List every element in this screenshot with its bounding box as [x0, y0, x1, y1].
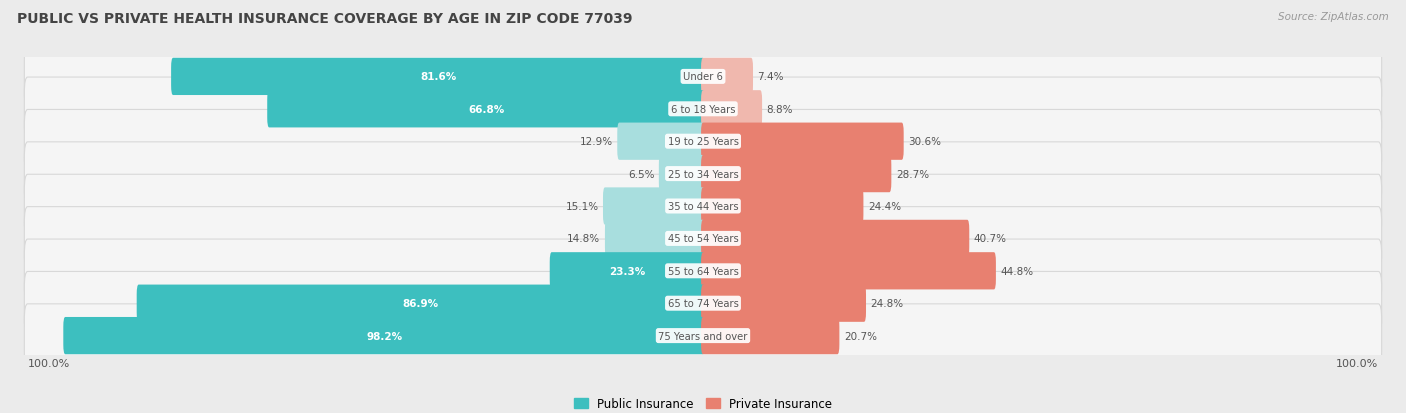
Text: PUBLIC VS PRIVATE HEALTH INSURANCE COVERAGE BY AGE IN ZIP CODE 77039: PUBLIC VS PRIVATE HEALTH INSURANCE COVER… — [17, 12, 633, 26]
FancyBboxPatch shape — [659, 156, 704, 193]
FancyBboxPatch shape — [24, 304, 1382, 368]
FancyBboxPatch shape — [24, 175, 1382, 238]
Text: 30.6%: 30.6% — [908, 137, 941, 147]
FancyBboxPatch shape — [24, 240, 1382, 303]
FancyBboxPatch shape — [24, 110, 1382, 173]
FancyBboxPatch shape — [172, 59, 704, 96]
Text: 19 to 25 Years: 19 to 25 Years — [668, 137, 738, 147]
FancyBboxPatch shape — [702, 91, 762, 128]
Text: 75 Years and over: 75 Years and over — [658, 331, 748, 341]
Text: 24.8%: 24.8% — [870, 299, 904, 309]
Bar — [551, 262, 703, 280]
Bar — [661, 165, 703, 183]
Text: 20.7%: 20.7% — [844, 331, 877, 341]
Text: 6.5%: 6.5% — [628, 169, 654, 179]
Text: 14.8%: 14.8% — [567, 234, 600, 244]
Text: 44.8%: 44.8% — [1001, 266, 1033, 276]
Text: 100.0%: 100.0% — [28, 358, 70, 368]
Text: 25 to 34 Years: 25 to 34 Years — [668, 169, 738, 179]
FancyBboxPatch shape — [702, 156, 891, 193]
Legend: Public Insurance, Private Insurance: Public Insurance, Private Insurance — [569, 392, 837, 413]
Bar — [65, 327, 703, 345]
FancyBboxPatch shape — [702, 317, 839, 354]
FancyBboxPatch shape — [24, 207, 1382, 271]
Text: Under 6: Under 6 — [683, 72, 723, 82]
Text: 8.8%: 8.8% — [766, 104, 793, 114]
Text: 66.8%: 66.8% — [468, 104, 505, 114]
FancyBboxPatch shape — [605, 220, 704, 257]
Text: 55 to 64 Years: 55 to 64 Years — [668, 266, 738, 276]
Text: 45 to 54 Years: 45 to 54 Years — [668, 234, 738, 244]
FancyBboxPatch shape — [550, 253, 704, 290]
FancyBboxPatch shape — [617, 123, 704, 160]
Text: 23.3%: 23.3% — [609, 266, 645, 276]
Text: 81.6%: 81.6% — [420, 72, 456, 82]
FancyBboxPatch shape — [63, 317, 704, 354]
FancyBboxPatch shape — [24, 272, 1382, 335]
FancyBboxPatch shape — [267, 91, 704, 128]
Bar — [607, 230, 703, 248]
Bar — [139, 294, 703, 312]
Bar — [619, 133, 703, 151]
Text: 65 to 74 Years: 65 to 74 Years — [668, 299, 738, 309]
FancyBboxPatch shape — [702, 253, 995, 290]
FancyBboxPatch shape — [24, 45, 1382, 109]
FancyBboxPatch shape — [702, 59, 754, 96]
Text: 24.4%: 24.4% — [868, 202, 901, 211]
Text: 7.4%: 7.4% — [758, 72, 785, 82]
FancyBboxPatch shape — [702, 285, 866, 322]
Text: 40.7%: 40.7% — [974, 234, 1007, 244]
Text: 98.2%: 98.2% — [366, 331, 402, 341]
Text: 86.9%: 86.9% — [402, 299, 439, 309]
FancyBboxPatch shape — [24, 78, 1382, 141]
FancyBboxPatch shape — [24, 142, 1382, 206]
Text: 35 to 44 Years: 35 to 44 Years — [668, 202, 738, 211]
Text: 12.9%: 12.9% — [579, 137, 613, 147]
FancyBboxPatch shape — [702, 188, 863, 225]
Text: 100.0%: 100.0% — [1336, 358, 1378, 368]
Text: 15.1%: 15.1% — [565, 202, 599, 211]
FancyBboxPatch shape — [702, 220, 969, 257]
Bar — [605, 197, 703, 216]
Bar — [269, 101, 703, 119]
Bar — [173, 68, 703, 86]
FancyBboxPatch shape — [702, 123, 904, 160]
Text: 6 to 18 Years: 6 to 18 Years — [671, 104, 735, 114]
FancyBboxPatch shape — [603, 188, 704, 225]
Text: Source: ZipAtlas.com: Source: ZipAtlas.com — [1278, 12, 1389, 22]
FancyBboxPatch shape — [136, 285, 704, 322]
Text: 28.7%: 28.7% — [896, 169, 929, 179]
